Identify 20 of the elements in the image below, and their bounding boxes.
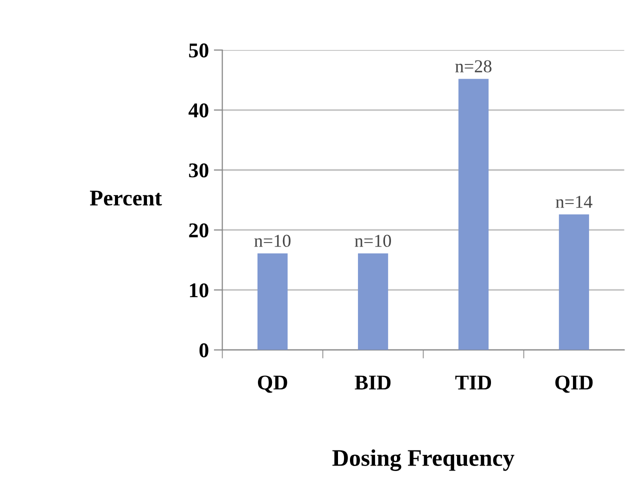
bar — [458, 78, 489, 350]
annotation: n=14 — [556, 196, 592, 208]
bar — [558, 214, 590, 350]
annotation: n=10 — [254, 234, 290, 247]
x-axis-title: Dosing Frequency — [332, 449, 514, 471]
bar — [257, 253, 288, 350]
y-tick-label: 30 — [189, 163, 208, 178]
y-tick-label: 20 — [189, 223, 208, 238]
y-tick-label: 10 — [190, 283, 208, 298]
y-tick-label: 0 — [199, 343, 208, 358]
x-tick-label: TID — [455, 376, 492, 390]
x-tick-label: QD — [258, 376, 288, 393]
x-tick-label: BID — [354, 376, 391, 390]
y-tick-label: 50 — [189, 43, 208, 58]
y-axis-title: Percent — [90, 190, 162, 206]
y-tick-label: 40 — [188, 103, 208, 118]
annotation: n=28 — [455, 60, 492, 72]
x-tick-label: QID — [555, 376, 593, 393]
bar — [358, 253, 388, 350]
annotation: n=10 — [354, 234, 391, 247]
